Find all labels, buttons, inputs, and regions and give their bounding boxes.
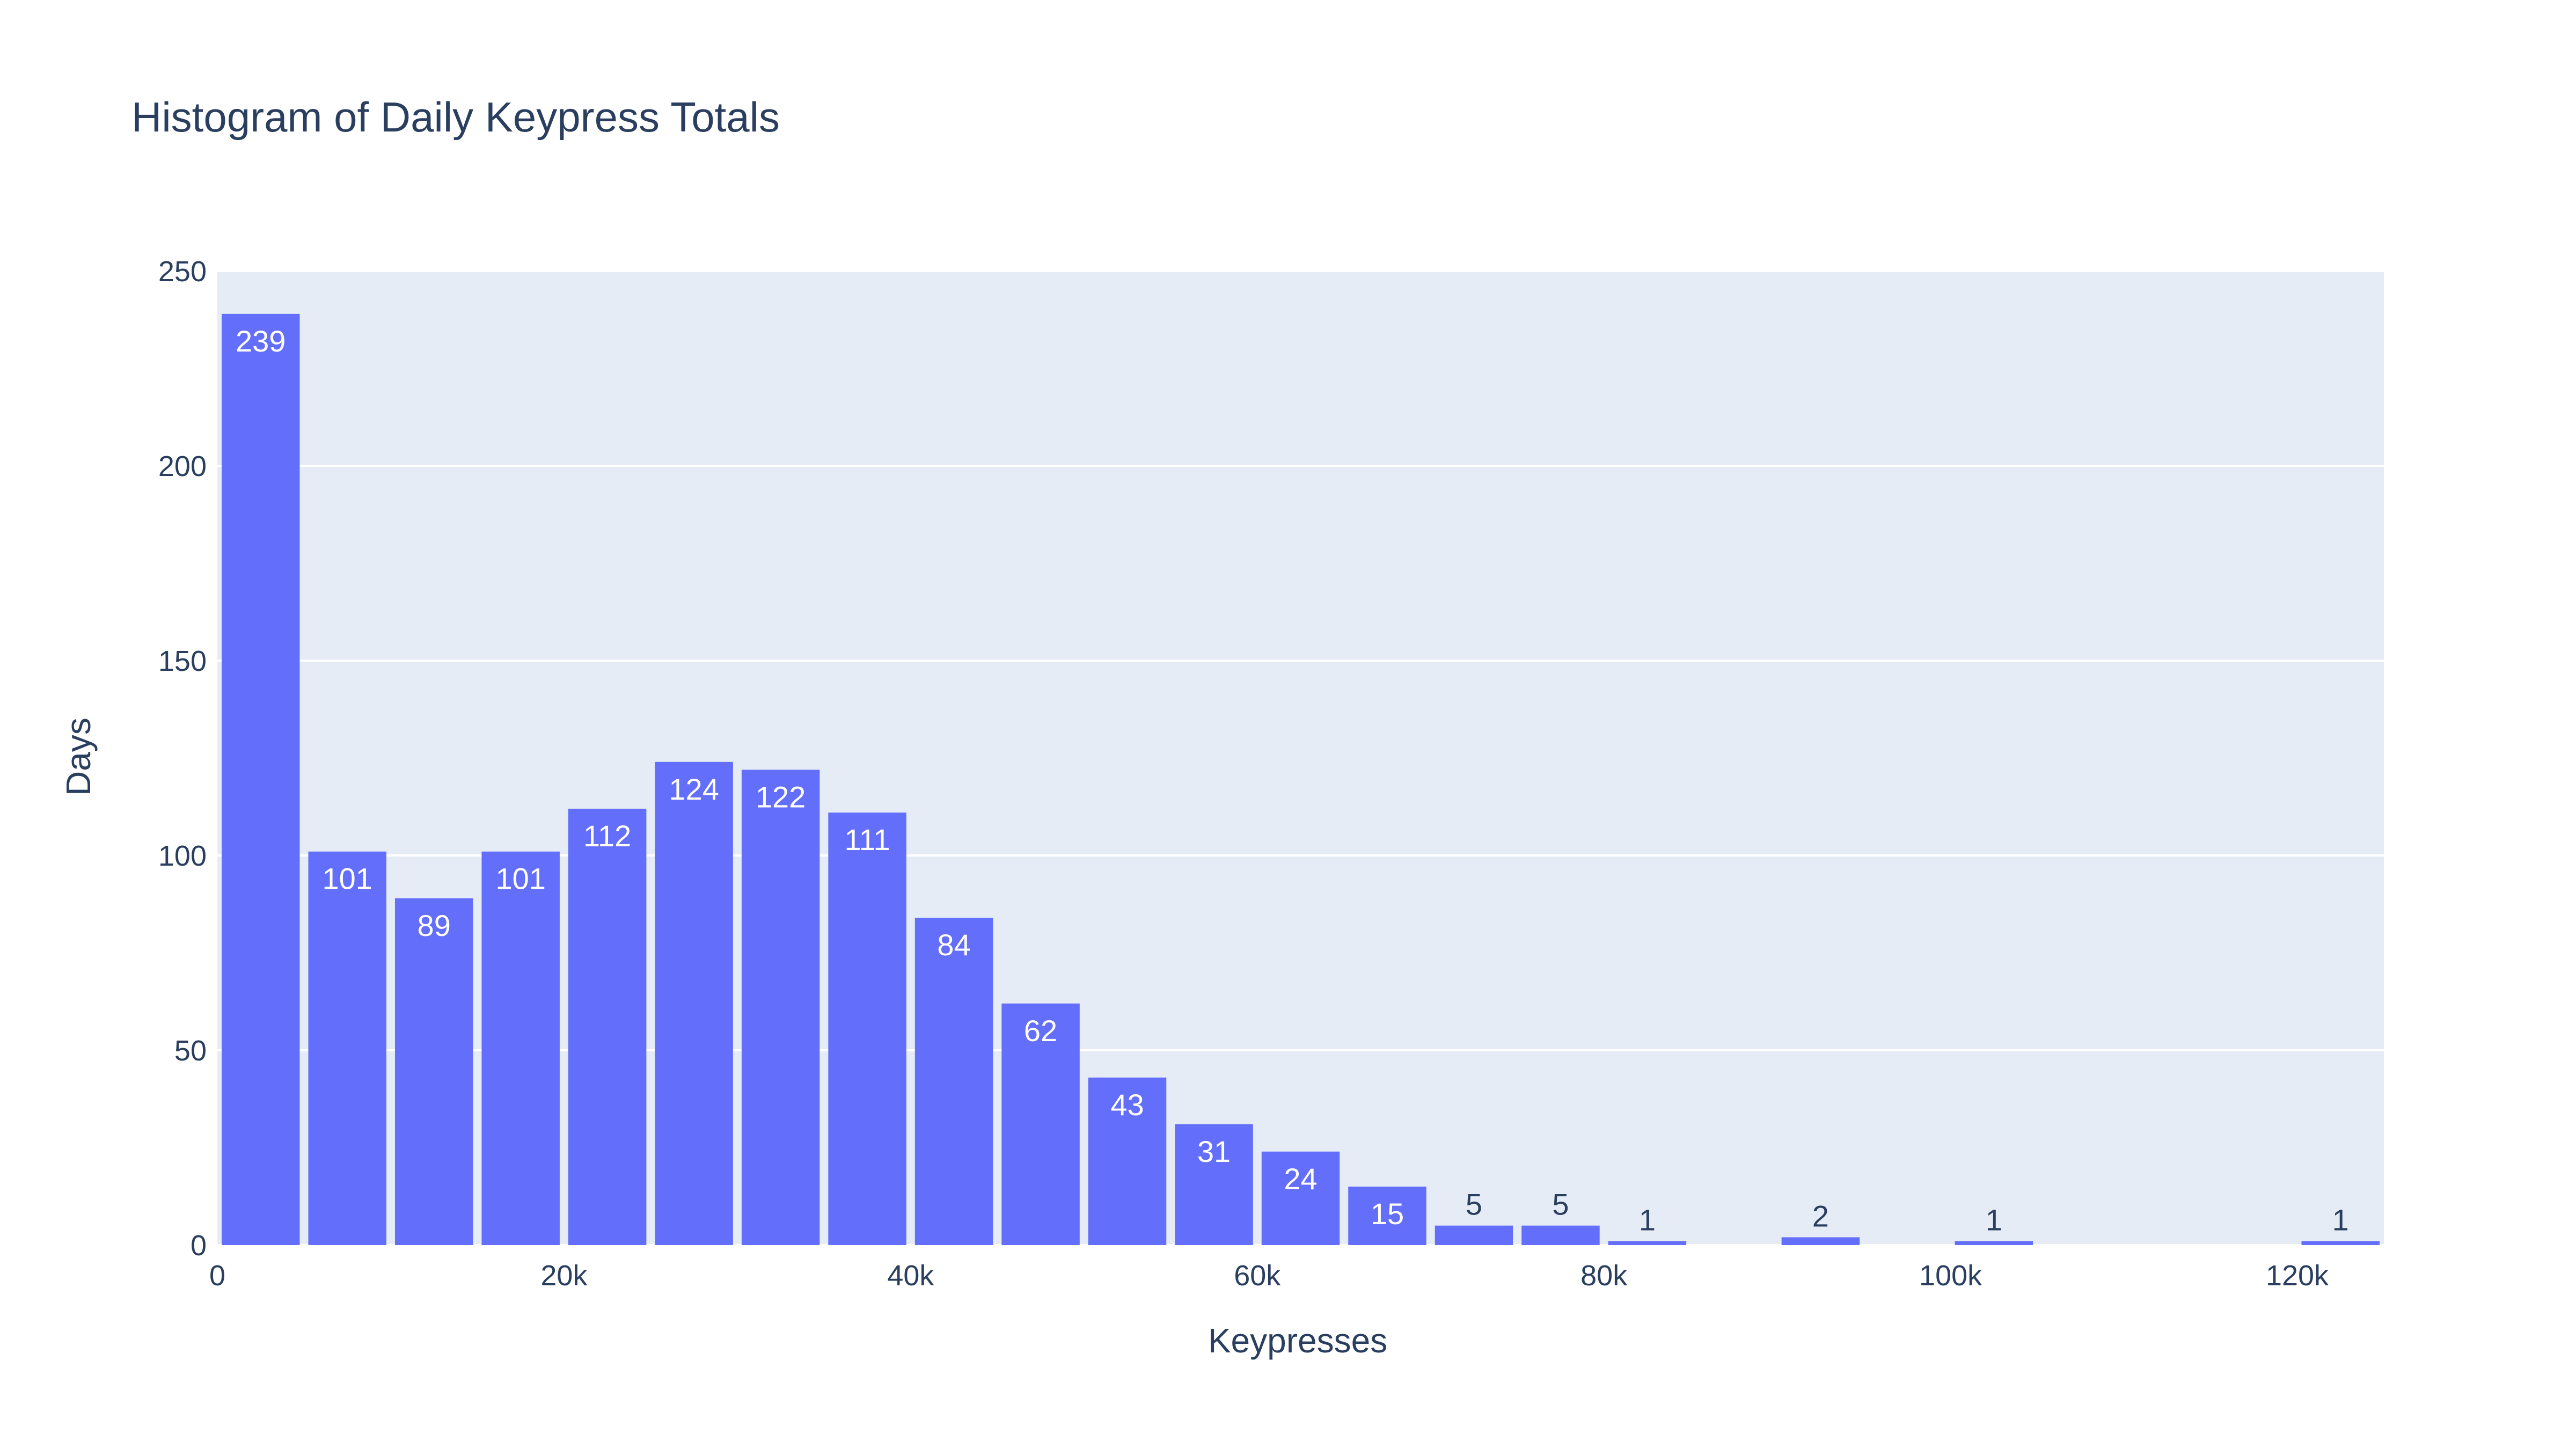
x-tick-label: 60k bbox=[1234, 1260, 1281, 1292]
histogram-bar bbox=[481, 851, 560, 1245]
bar-labels: 239 101 89 101 112 124 122 111 84 62 43 31 24 15 5 5 1 2 1… bbox=[236, 324, 2349, 1237]
bar-value-label: 31 bbox=[1197, 1135, 1231, 1168]
bar-value-label: 43 bbox=[1110, 1088, 1144, 1122]
x-axis-title: Keypresses bbox=[1208, 1321, 1387, 1360]
x-tick-label: 100k bbox=[1919, 1260, 1982, 1292]
histogram-bar bbox=[1435, 1225, 1513, 1245]
histogram-bar bbox=[222, 313, 300, 1245]
histogram-bar bbox=[1608, 1241, 1687, 1245]
y-axis-title: Days bbox=[59, 718, 98, 796]
bar-value-label: 1 bbox=[2332, 1203, 2349, 1237]
y-axis-ticks: 0 50 100 150 200 250 bbox=[158, 255, 207, 1262]
x-axis-ticks: 0 20k 40k 60k 80k 100k 120k bbox=[209, 1260, 2329, 1292]
bar-value-label: 2 bbox=[1812, 1199, 1829, 1233]
bar-value-label: 122 bbox=[756, 780, 806, 814]
chart-title: Histogram of Daily Keypress Totals bbox=[131, 93, 780, 141]
histogram-bar bbox=[568, 808, 647, 1245]
bar-value-label: 62 bbox=[1024, 1014, 1057, 1048]
histogram-bar bbox=[655, 762, 733, 1245]
x-tick-label: 120k bbox=[2266, 1260, 2329, 1292]
bar-value-label: 89 bbox=[418, 909, 451, 942]
bar-value-label: 24 bbox=[1284, 1162, 1317, 1196]
bar-value-label: 239 bbox=[236, 324, 286, 358]
y-tick-label: 250 bbox=[158, 255, 207, 288]
bar-value-label: 111 bbox=[845, 823, 890, 857]
histogram-bar bbox=[1261, 1151, 1340, 1245]
x-tick-label: 0 bbox=[209, 1260, 225, 1292]
histogram-bar bbox=[308, 851, 386, 1245]
y-tick-label: 0 bbox=[191, 1230, 207, 1262]
bar-value-label: 101 bbox=[323, 862, 372, 896]
bar-value-label: 5 bbox=[1466, 1188, 1482, 1221]
histogram-bar bbox=[1955, 1241, 2033, 1245]
y-tick-label: 150 bbox=[158, 645, 207, 677]
bar-value-label: 112 bbox=[583, 819, 631, 853]
bar-value-label: 5 bbox=[1552, 1188, 1569, 1221]
histogram-bar bbox=[1521, 1225, 1600, 1245]
bar-value-label: 101 bbox=[495, 862, 545, 896]
histogram-bar bbox=[828, 813, 906, 1245]
histogram-bar bbox=[1001, 1003, 1080, 1245]
y-tick-label: 100 bbox=[158, 840, 207, 872]
bar-value-label: 1 bbox=[1986, 1203, 2002, 1237]
histogram-bar bbox=[2301, 1241, 2380, 1245]
histogram-bar bbox=[741, 770, 820, 1245]
histogram-bar bbox=[914, 918, 993, 1245]
y-tick-label: 200 bbox=[158, 450, 207, 482]
histogram-bar bbox=[1348, 1187, 1426, 1245]
histogram-bar bbox=[1175, 1124, 1253, 1245]
x-tick-label: 80k bbox=[1580, 1260, 1628, 1292]
x-tick-label: 40k bbox=[887, 1260, 934, 1292]
bar-value-label: 15 bbox=[1371, 1197, 1404, 1231]
bar-value-label: 124 bbox=[669, 772, 719, 806]
x-tick-label: 20k bbox=[540, 1260, 588, 1292]
y-tick-label: 50 bbox=[174, 1035, 207, 1067]
bars bbox=[222, 313, 2380, 1245]
histogram-bar bbox=[1781, 1237, 1860, 1245]
bar-value-label: 84 bbox=[937, 928, 970, 962]
histogram-bar bbox=[394, 898, 473, 1245]
bar-value-label: 1 bbox=[1639, 1203, 1656, 1237]
histogram-bar bbox=[1088, 1077, 1167, 1245]
